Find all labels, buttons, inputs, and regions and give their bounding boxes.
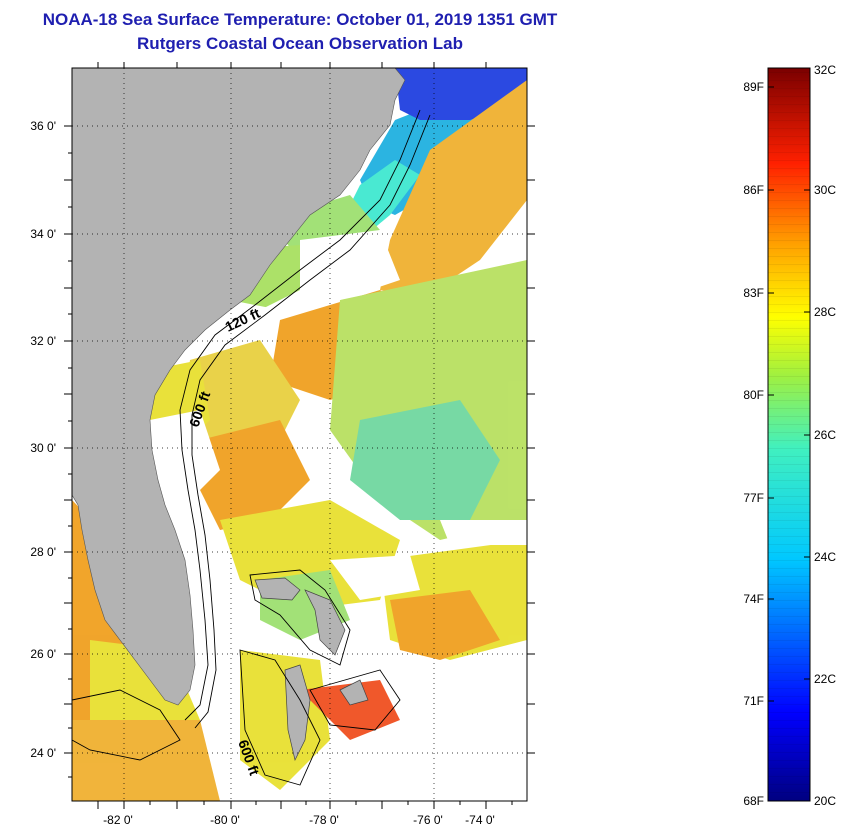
f-label-71: 71F	[743, 694, 764, 708]
c-label-22: 22C	[814, 672, 836, 686]
f-label-77: 77F	[743, 491, 764, 505]
sst-map: 120 ft 600 ft 600 ft	[72, 68, 527, 801]
lat-label-26: 26 0'	[30, 647, 56, 661]
f-label-89: 89F	[743, 80, 764, 94]
f-label-86: 86F	[743, 183, 764, 197]
lat-label-30: 30 0'	[30, 441, 56, 455]
map-title: NOAA-18 Sea Surface Temperature: October…	[42, 10, 558, 29]
longitude-labels: -82 0' -80 0' -78 0' -76 0' -74 0'	[103, 813, 495, 827]
temperature-colorbar: 89F 86F 83F 80F 77F 74F 71F 68F 32C 30C …	[743, 63, 836, 808]
c-label-26: 26C	[814, 428, 836, 442]
bahamas-islands	[254, 577, 369, 762]
map-gridlines	[72, 68, 527, 801]
lat-label-34: 34 0'	[30, 227, 56, 241]
c-label-30: 30C	[814, 183, 836, 197]
lat-label-28: 28 0'	[30, 545, 56, 559]
cloud-cover	[150, 230, 527, 801]
c-label-32: 32C	[814, 63, 836, 77]
lon-label-78: -78 0'	[309, 813, 339, 827]
lat-label-24: 24 0'	[30, 746, 56, 760]
f-label-68: 68F	[743, 794, 764, 808]
c-label-20: 20C	[814, 794, 836, 808]
latitude-labels: 36 0' 34 0' 32 0' 30 0' 28 0' 26 0' 24 0…	[30, 119, 56, 760]
depth-contours	[72, 109, 431, 786]
colorbar-f-ticks	[768, 86, 774, 702]
lat-label-36: 36 0'	[30, 119, 56, 133]
f-label-80: 80F	[743, 388, 764, 402]
lon-label-80: -80 0'	[210, 813, 240, 827]
map-frame	[64, 62, 535, 809]
f-label-83: 83F	[743, 286, 764, 300]
c-label-28: 28C	[814, 305, 836, 319]
lon-label-76: -76 0'	[413, 813, 443, 827]
colorbar-fahrenheit-labels: 89F 86F 83F 80F 77F 74F 71F 68F	[743, 80, 764, 808]
c-label-24: 24C	[814, 550, 836, 564]
lon-label-74: -74 0'	[465, 813, 495, 827]
map-subtitle: Rutgers Coastal Ocean Observation Lab	[137, 34, 463, 53]
colorbar-celsius-labels: 32C 30C 28C 26C 24C 22C 20C	[814, 63, 836, 808]
land-mass	[72, 68, 406, 706]
lon-label-82: -82 0'	[103, 813, 133, 827]
lat-label-32: 32 0'	[30, 334, 56, 348]
colorbar-c-ticks	[804, 189, 810, 680]
f-label-74: 74F	[743, 592, 764, 606]
